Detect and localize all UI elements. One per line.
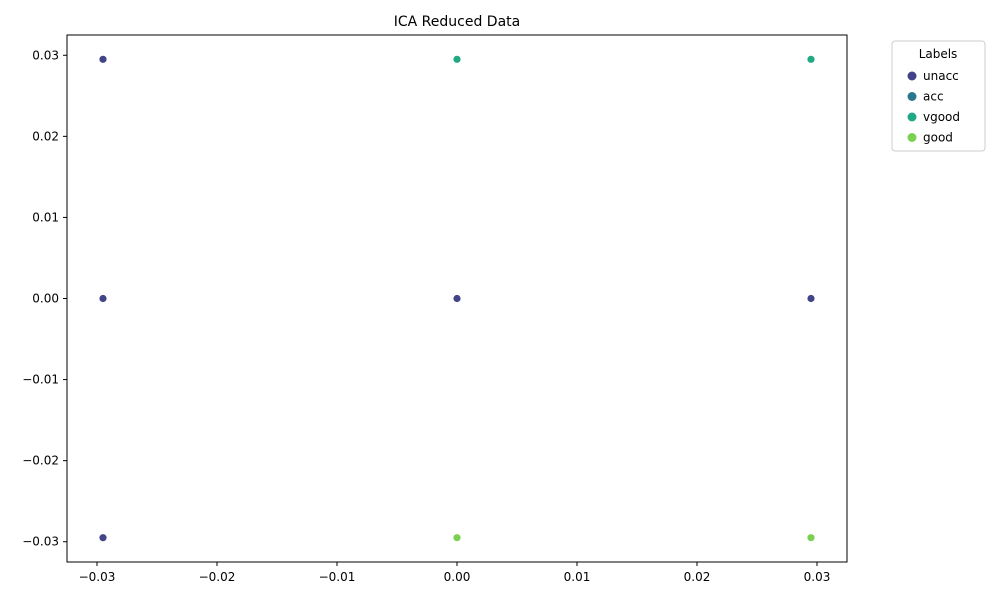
legend-items: unacc acc vgood good [907, 69, 960, 145]
y-tick-label: 0.02 [32, 129, 59, 143]
y-tick-label: 0.01 [32, 210, 59, 224]
points-layer [98, 54, 816, 543]
y-tick-label: −0.01 [22, 373, 59, 387]
legend-marker-good [907, 133, 917, 142]
x-axis: −0.03 −0.02 −0.01 0.00 0.01 0.02 0.03 [79, 562, 831, 584]
x-tick-label: 0.01 [564, 570, 591, 584]
scatter-point-vgood [806, 54, 816, 64]
y-tick-label: −0.03 [22, 535, 59, 549]
x-tick-label: −0.02 [199, 570, 236, 584]
legend-marker-vgood [907, 112, 917, 122]
x-tick-label: 0.03 [804, 570, 831, 584]
y-axis: 0.03 0.02 0.01 0.00 −0.01 −0.02 −0.03 [22, 48, 67, 549]
scatter-point-vgood [452, 54, 462, 64]
legend-box [891, 40, 986, 152]
scatter-point-unacc [806, 294, 816, 303]
scatter-point-unacc [98, 294, 108, 303]
legend-label-vgood: vgood [923, 110, 960, 124]
y-tick-label: 0.03 [32, 48, 59, 62]
legend-marker-acc [907, 92, 917, 101]
scatter-point-good [806, 533, 816, 543]
chart-title: ICA Reduced Data [394, 14, 520, 30]
y-tick-label: 0.00 [32, 292, 59, 306]
scatter-point-unacc [98, 54, 108, 64]
legend-label-unacc: unacc [923, 69, 959, 83]
x-tick-label: 0.02 [684, 570, 711, 584]
legend-label-good: good [923, 131, 953, 145]
scatter-point-good [452, 533, 462, 543]
legend-label-acc: acc [923, 90, 944, 104]
legend-title: Labels [919, 47, 958, 61]
legend-marker-unacc [907, 71, 917, 81]
x-tick-label: 0.00 [444, 570, 471, 584]
scatter-point-unacc [452, 294, 462, 303]
x-tick-label: −0.01 [319, 570, 356, 584]
legend: Labels unacc acc vgood good [891, 40, 986, 152]
scatter-point-unacc [98, 533, 108, 543]
y-tick-label: −0.02 [22, 454, 59, 468]
x-tick-label: −0.03 [79, 570, 116, 584]
